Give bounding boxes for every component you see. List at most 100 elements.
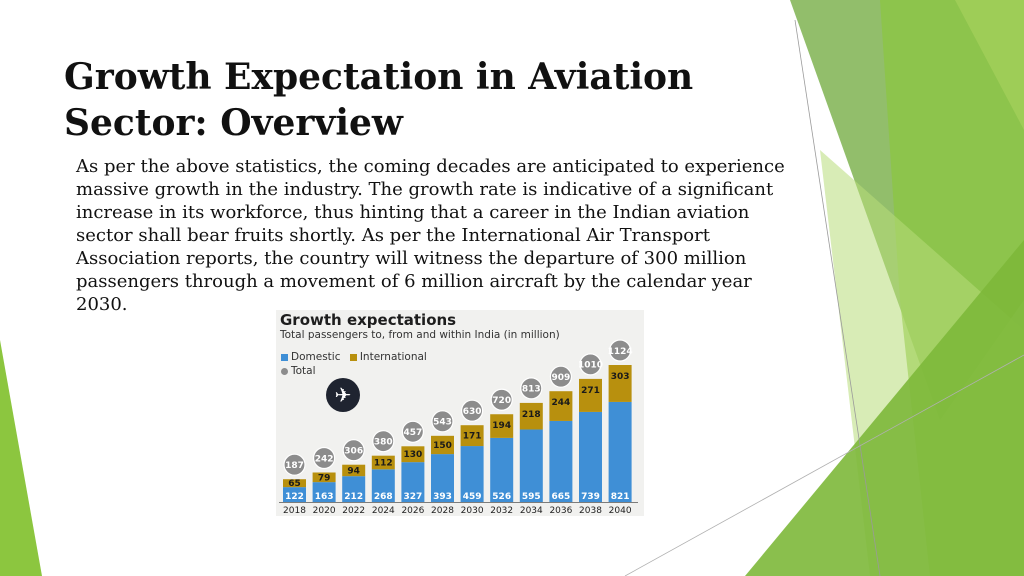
legend-total-swatch (281, 368, 288, 375)
legend-domestic: Domestic (281, 351, 340, 364)
green-shape-bottom (745, 240, 1024, 576)
total-circle-2022 (342, 439, 365, 462)
bar-international-2026 (401, 446, 425, 463)
chart-legend: Domestic International Total (281, 351, 433, 379)
bar-domestic-2018 (283, 487, 306, 502)
bar-domestic-2026 (401, 462, 425, 502)
x-tick-2026: 2026 (401, 506, 424, 516)
label-total-2040: 1124 (608, 347, 633, 357)
label-total-2038: 1010 (578, 361, 603, 371)
label-domestic-2034: 595 (522, 492, 541, 502)
bar-domestic-2030 (460, 446, 484, 502)
x-tick-2018: 2018 (283, 506, 306, 516)
green-shape-top-right (955, 0, 1024, 130)
label-domestic-2040: 821 (611, 492, 630, 502)
slide-body-text: As per the above statistics, the coming … (76, 156, 785, 315)
label-total-2032: 720 (492, 396, 511, 406)
green-shape-left (0, 340, 42, 576)
label-international-2024: 112 (374, 459, 393, 469)
label-international-2040: 303 (611, 372, 630, 382)
total-circle-2036 (549, 365, 572, 388)
total-circle-2018 (283, 453, 306, 476)
bar-domestic-2040 (608, 401, 632, 502)
x-tick-2020: 2020 (313, 506, 336, 516)
label-international-2022: 94 (347, 466, 360, 476)
legend-total: Total (281, 365, 316, 378)
bar-international-2036 (549, 391, 573, 421)
bar-domestic-2022 (342, 476, 366, 502)
total-circle-2030 (461, 399, 484, 422)
bar-international-2022 (342, 464, 366, 477)
x-tick-2024: 2024 (372, 506, 395, 516)
label-international-2028: 150 (433, 441, 452, 451)
total-circle-2034 (520, 377, 543, 400)
label-domestic-2036: 665 (552, 492, 571, 502)
label-international-2026: 130 (404, 450, 423, 460)
label-international-2032: 194 (492, 421, 511, 431)
label-domestic-2024: 268 (374, 492, 393, 502)
bar-domestic-2028 (431, 454, 454, 502)
bar-international-2018 (283, 479, 306, 488)
total-circle-2038 (579, 353, 602, 376)
thin-line-1 (794, 19, 881, 576)
label-international-2034: 218 (522, 410, 541, 420)
x-tick-2036: 2036 (549, 506, 572, 516)
label-total-2024: 380 (374, 437, 393, 447)
label-domestic-2038: 739 (581, 492, 600, 502)
thin-line-2 (624, 354, 1024, 576)
chart-subtitle: Total passengers to, from and within Ind… (280, 329, 560, 341)
bar-domestic-2036 (549, 420, 573, 502)
bar-domestic-2034 (519, 429, 543, 502)
label-total-2036: 909 (552, 373, 571, 383)
label-domestic-2026: 327 (404, 492, 423, 502)
legend-international-label: International (359, 351, 427, 363)
label-total-2026: 457 (404, 428, 423, 438)
bar-international-2020 (312, 472, 336, 483)
label-international-2030: 171 (463, 432, 482, 442)
label-international-2018: 65 (288, 479, 301, 489)
legend-total-label: Total (291, 365, 316, 377)
label-domestic-2020: 163 (315, 492, 334, 502)
label-domestic-2032: 526 (492, 492, 511, 502)
bar-domestic-2024 (371, 469, 395, 502)
x-tick-2030: 2030 (461, 506, 484, 516)
bar-international-2028 (431, 435, 454, 455)
total-circle-2026 (401, 420, 424, 443)
total-circle-2028 (431, 410, 454, 433)
label-international-2020: 79 (318, 473, 331, 483)
bar-international-2040 (608, 365, 632, 402)
bar-international-2030 (460, 425, 484, 447)
bar-international-2034 (519, 402, 543, 430)
legend-international-swatch (349, 354, 357, 361)
label-domestic-2030: 459 (463, 492, 482, 502)
label-domestic-2022: 212 (344, 492, 363, 502)
total-circle-2024 (372, 430, 395, 453)
x-tick-2040: 2040 (609, 506, 632, 516)
label-domestic-2028: 393 (433, 492, 452, 502)
airplane-icon: ✈ (326, 378, 360, 412)
x-tick-2034: 2034 (520, 506, 543, 516)
legend-domestic-label: Domestic (291, 351, 341, 363)
bar-domestic-2038 (579, 411, 602, 502)
label-total-2020: 242 (315, 454, 334, 464)
total-circle-2032 (490, 388, 513, 411)
x-tick-2028: 2028 (431, 506, 454, 516)
bar-domestic-2032 (490, 437, 514, 502)
chart-title: Growth expectations (280, 311, 457, 329)
chart-svg: 122 65 187 2018 163 79 242 2020 212 94 306 2022 268 1… (279, 339, 638, 516)
label-total-2030: 630 (463, 407, 482, 417)
label-total-2022: 306 (344, 447, 363, 457)
x-tick-2032: 2032 (490, 506, 513, 516)
bar-international-2038 (579, 378, 602, 412)
bar-domestic-2020 (312, 482, 336, 502)
bar-international-2024 (371, 455, 395, 470)
legend-domestic-swatch (281, 354, 288, 361)
total-circle-2040 (609, 339, 632, 362)
label-total-2018: 187 (285, 461, 304, 471)
legend-international: International (349, 351, 427, 364)
label-international-2036: 244 (552, 398, 571, 408)
label-domestic-2018: 122 (285, 492, 304, 502)
label-international-2038: 271 (581, 386, 600, 396)
growth-chart: 122 65 187 2018 163 79 242 2020 212 94 306 2022 268 1… (276, 310, 644, 516)
